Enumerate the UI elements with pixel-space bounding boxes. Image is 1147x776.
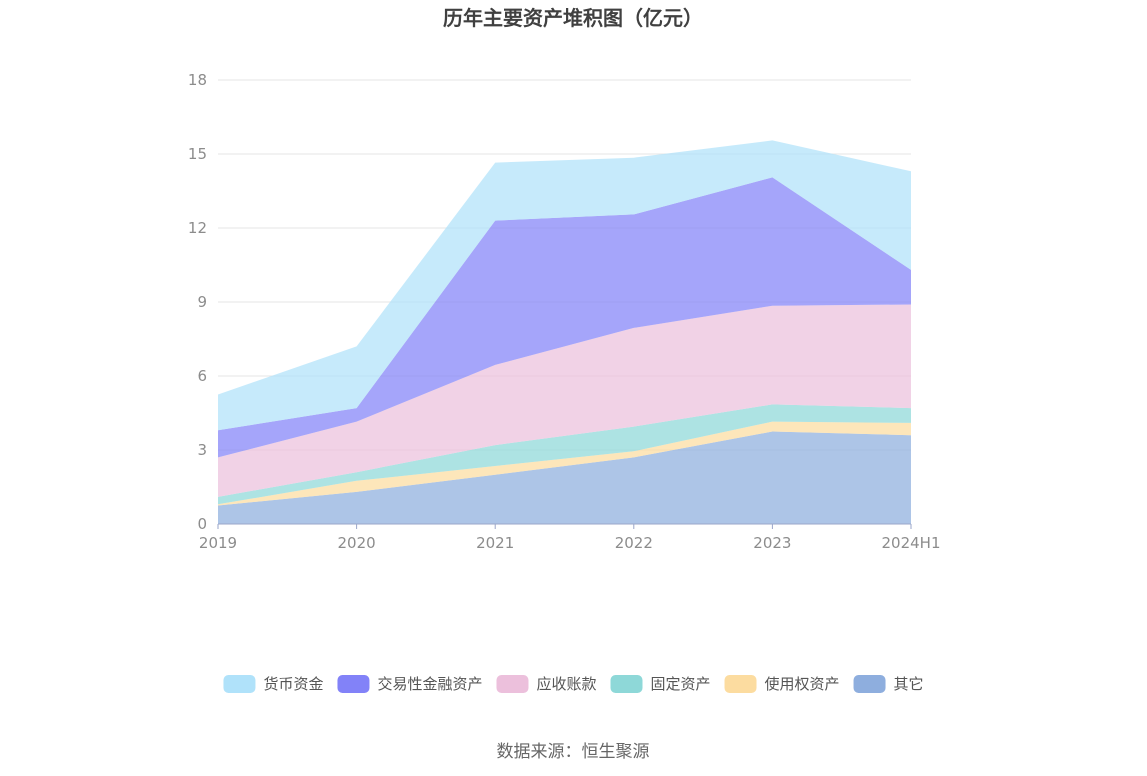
x-tick-label: 2023 — [753, 534, 791, 552]
axis: 0 3 6 9 12 15 18 2019 2020 2021 2022 2023 2024H1 — [188, 71, 941, 552]
legend-label: 其它 — [894, 675, 924, 693]
legend-label: 交易性金融资产 — [377, 675, 482, 693]
legend-label: 使用权资产 — [765, 675, 840, 693]
chart-title: 历年主要资产堆积图（亿元） — [443, 6, 703, 30]
legend: 货币资金 交易性金融资产 应收账款 固定资产 使用权资产 其它 — [223, 675, 924, 693]
legend-swatch — [337, 675, 370, 693]
area-series-1 — [218, 421, 911, 506]
x-tick-label: 2024H1 — [882, 534, 941, 552]
source-note: 数据来源：恒生聚源 — [497, 742, 650, 762]
legend-swatch — [223, 675, 256, 693]
y-tick-label: 12 — [188, 219, 207, 237]
y-tick-label: 6 — [197, 367, 207, 385]
x-tick-label: 2019 — [199, 534, 237, 552]
y-tick-label: 3 — [197, 441, 207, 459]
y-tick-label: 15 — [188, 145, 207, 163]
legend-item[interactable]: 货币资金 — [223, 675, 323, 693]
x-tick-label: 2020 — [338, 534, 376, 552]
areas — [218, 140, 911, 524]
area-series-5 — [218, 140, 911, 431]
area-series-4 — [218, 177, 911, 458]
y-tick-label: 0 — [197, 515, 207, 533]
y-tick-label: 18 — [188, 71, 207, 89]
legend-label: 固定资产 — [651, 675, 711, 693]
legend-label: 应收账款 — [536, 675, 596, 693]
legend-swatch — [724, 675, 757, 693]
x-tick-label: 2022 — [615, 534, 653, 552]
area-series-2 — [218, 404, 911, 505]
y-tick-label: 9 — [197, 293, 207, 311]
legend-item[interactable]: 其它 — [853, 675, 924, 693]
legend-label: 货币资金 — [263, 675, 323, 693]
legend-item[interactable]: 应收账款 — [496, 675, 597, 693]
legend-item[interactable]: 使用权资产 — [724, 675, 840, 693]
area-series-3 — [218, 304, 911, 497]
area-series-0 — [218, 431, 911, 524]
x-tick-label: 2021 — [476, 534, 514, 552]
legend-swatch — [853, 675, 886, 693]
legend-item[interactable]: 交易性金融资产 — [337, 675, 482, 693]
legend-swatch — [610, 675, 643, 693]
legend-swatch — [496, 675, 529, 693]
legend-item[interactable]: 固定资产 — [610, 675, 711, 693]
